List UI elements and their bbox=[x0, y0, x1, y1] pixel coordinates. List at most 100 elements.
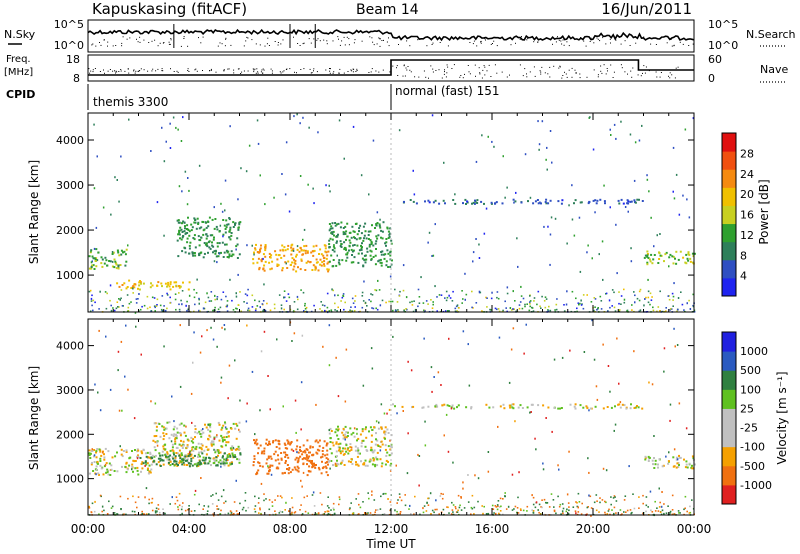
echo-cell bbox=[141, 467, 144, 470]
echo-cell bbox=[265, 462, 268, 465]
echo-cell bbox=[579, 404, 582, 407]
echo-cell bbox=[580, 201, 583, 204]
sparse-echo bbox=[134, 311, 137, 314]
colorbar-swatch bbox=[722, 241, 736, 261]
scatter-cell bbox=[611, 305, 613, 307]
sparse-echo bbox=[256, 119, 259, 122]
nave-dot bbox=[368, 72, 370, 73]
echo-cell bbox=[180, 238, 183, 241]
nsearch-dot bbox=[555, 41, 557, 43]
sparse-echo bbox=[692, 117, 695, 120]
scatter-cell bbox=[451, 509, 454, 511]
sparse-echo bbox=[413, 193, 416, 196]
echo-cell bbox=[374, 254, 377, 257]
echo-cell bbox=[678, 454, 680, 457]
nsearch-dot bbox=[515, 42, 516, 44]
sparse-echo bbox=[658, 487, 660, 490]
scatter-cell bbox=[199, 310, 201, 312]
echo-cell bbox=[208, 460, 211, 463]
scatter-cell bbox=[544, 306, 547, 309]
scatter-cell bbox=[334, 302, 336, 305]
echo-cell bbox=[151, 454, 154, 457]
sparse-echo bbox=[111, 251, 114, 253]
echo-cell bbox=[412, 405, 415, 408]
nave-dot bbox=[443, 73, 445, 75]
echo-cell bbox=[102, 473, 105, 476]
scatter-cell bbox=[379, 508, 382, 510]
scatter-cell bbox=[683, 508, 685, 511]
scatter-cell bbox=[440, 492, 442, 495]
nsearch-dot bbox=[494, 37, 496, 39]
scatter-cell bbox=[620, 295, 623, 297]
echo-cell bbox=[325, 444, 328, 447]
scatter-cell bbox=[392, 309, 394, 312]
echo-cell bbox=[254, 248, 257, 251]
echo-cell bbox=[345, 238, 347, 241]
scatter-cell bbox=[291, 506, 294, 509]
echo-cell bbox=[182, 440, 185, 443]
echo-cell bbox=[93, 449, 96, 451]
scatter-cell bbox=[233, 501, 236, 503]
nave-dot bbox=[311, 72, 313, 74]
scatter-cell bbox=[567, 502, 570, 504]
nave-dot bbox=[501, 71, 503, 73]
scatter-cell bbox=[376, 509, 379, 511]
sparse-echo bbox=[629, 133, 632, 136]
nsearch-dot bbox=[180, 45, 182, 47]
nsearch-dot bbox=[655, 44, 657, 45]
nsearch-dot bbox=[472, 43, 474, 45]
sparse-echo bbox=[219, 224, 222, 227]
echo-cell bbox=[299, 268, 302, 271]
scatter-cell bbox=[532, 503, 535, 506]
echo-cell bbox=[92, 470, 95, 472]
echo-cell bbox=[178, 461, 181, 464]
echo-cell bbox=[361, 252, 363, 255]
scatter-cell bbox=[333, 512, 336, 515]
scatter-cell bbox=[321, 503, 323, 506]
echo-cell bbox=[320, 456, 322, 459]
scatter-cell bbox=[496, 308, 498, 311]
sparse-echo bbox=[118, 409, 121, 412]
echo-cell bbox=[105, 471, 108, 474]
echo-cell bbox=[308, 470, 311, 473]
scatter-cell bbox=[280, 304, 283, 306]
echo-cell bbox=[169, 283, 172, 286]
echo-cell bbox=[366, 449, 369, 452]
scatter-cell bbox=[157, 504, 160, 506]
scatter-cell bbox=[668, 298, 671, 301]
scatter-cell bbox=[494, 505, 497, 507]
echo-cell bbox=[376, 439, 379, 442]
scatter-cell bbox=[268, 508, 271, 511]
echo-cell bbox=[335, 441, 338, 444]
sparse-echo bbox=[672, 190, 674, 193]
echo-cell bbox=[330, 460, 333, 462]
nave-dot bbox=[519, 64, 521, 66]
scatter-cell bbox=[541, 506, 543, 509]
echo-cell bbox=[403, 200, 405, 203]
scatter-cell bbox=[256, 305, 259, 307]
echo-cell bbox=[472, 201, 475, 204]
sparse-echo bbox=[467, 343, 469, 346]
echo-cell bbox=[268, 466, 271, 469]
echo-cell bbox=[89, 452, 92, 455]
echo-cell bbox=[303, 457, 305, 460]
echo-cell bbox=[120, 448, 123, 451]
scatter-cell bbox=[532, 510, 535, 512]
nsearch-dot bbox=[280, 43, 282, 45]
echo-cell bbox=[352, 230, 355, 233]
scatter-cell bbox=[214, 309, 216, 311]
echo-cell bbox=[181, 231, 184, 233]
sparse-echo bbox=[105, 335, 107, 338]
scatter-cell bbox=[178, 504, 181, 507]
echo-cell bbox=[228, 218, 231, 221]
echo-cell bbox=[238, 421, 241, 424]
echo-cell bbox=[311, 250, 314, 253]
echo-cell bbox=[100, 262, 103, 265]
scatter-cell bbox=[372, 307, 375, 310]
nave-dot bbox=[561, 77, 563, 79]
echo-cell bbox=[122, 450, 125, 452]
echo-cell bbox=[370, 459, 373, 462]
echo-cell bbox=[100, 467, 103, 470]
scatter-cell bbox=[673, 513, 676, 515]
echo-cell bbox=[370, 250, 373, 253]
